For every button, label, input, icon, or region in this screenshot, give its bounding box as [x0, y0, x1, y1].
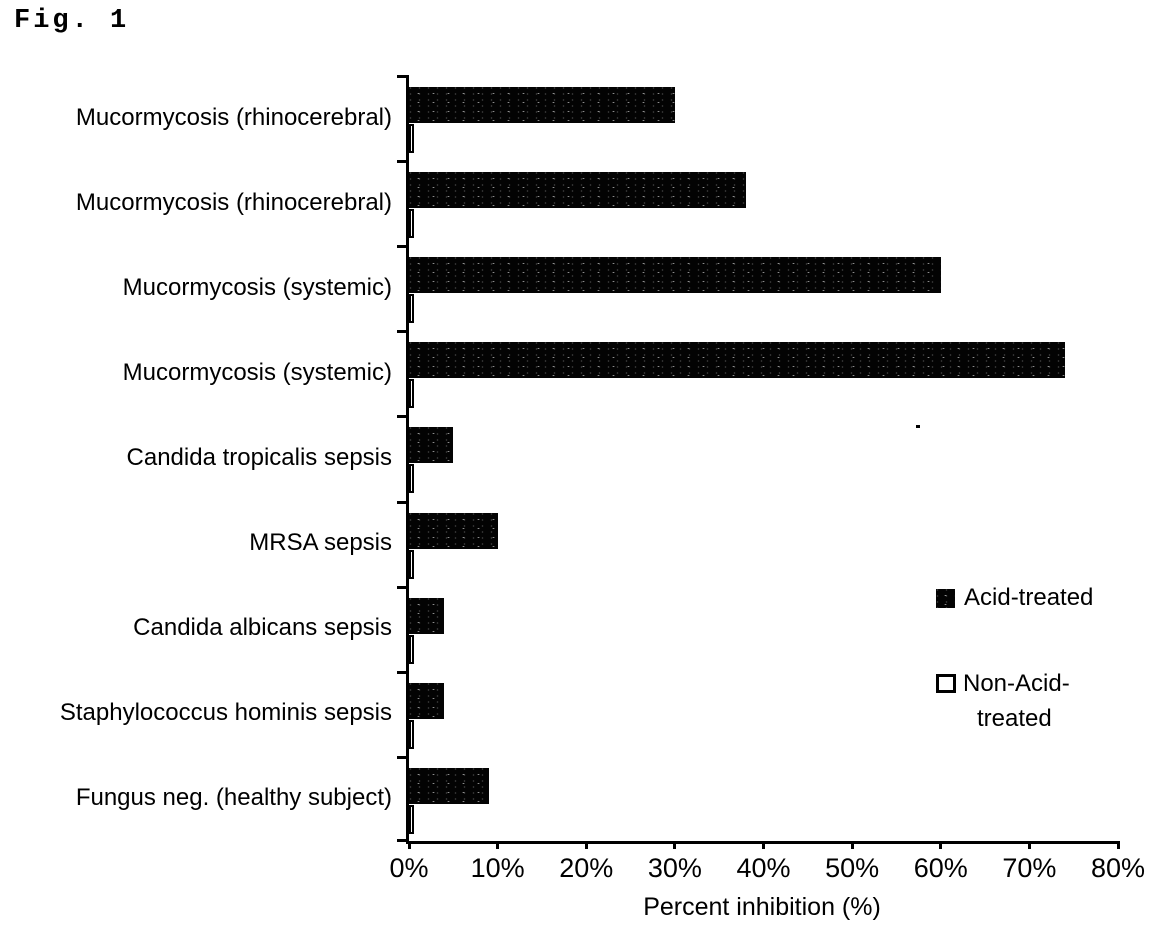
- x-axis-title: Percent inhibition (%): [643, 893, 881, 921]
- bar-non-acid-treated-5: [409, 464, 414, 494]
- scan-artifact-dot: [916, 425, 920, 428]
- bar-acid-treated-4: [409, 342, 1065, 379]
- bar-non-acid-treated-2: [409, 209, 414, 239]
- category-label: Fungus neg. (healthy subject): [75, 784, 392, 812]
- x-tick-label: 50%: [825, 853, 880, 883]
- category-label: MRSA sepsis: [249, 529, 392, 557]
- bar-non-acid-treated-6: [409, 549, 414, 579]
- y-axis-tick: [397, 330, 409, 333]
- legend-label-acid-treated: Acid-treated: [964, 584, 1094, 611]
- x-axis-tick: [584, 841, 588, 849]
- bar-acid-treated-7: [409, 597, 445, 634]
- x-tick-label: 80%: [1090, 853, 1146, 883]
- legend-label-non-acid-treated-line1: Non-Acid-: [963, 670, 1070, 697]
- bar-non-acid-treated-7: [409, 634, 414, 664]
- y-axis-tick: [397, 415, 409, 418]
- x-axis-tick: [850, 841, 854, 849]
- y-axis-tick: [397, 756, 409, 759]
- x-tick-label: 70%: [1002, 853, 1057, 883]
- figure-label: Fig. 1: [14, 6, 130, 36]
- legend-label-non-acid-treated-line2: treated: [977, 705, 1052, 732]
- category-label: Candida tropicalis sepsis: [126, 444, 392, 471]
- x-axis-tick: [496, 841, 500, 849]
- category-label: Mucormycosis (rhinocerebral): [75, 103, 392, 131]
- y-axis-tick: [397, 501, 409, 504]
- y-axis-tick: [397, 671, 409, 674]
- x-axis-tick: [762, 841, 765, 849]
- y-axis-tick: [397, 75, 409, 78]
- bar-non-acid-treated-8: [409, 719, 414, 749]
- category-label: Mucormycosis (systemic): [122, 358, 392, 386]
- y-axis-tick: [397, 839, 409, 842]
- category-label: Mucormycosis (systemic): [122, 273, 392, 301]
- x-tick-label: 60%: [913, 853, 968, 883]
- bar-acid-treated-6: [409, 512, 498, 549]
- x-tick-label: 30%: [647, 853, 702, 883]
- bar-acid-treated-2: [409, 172, 746, 209]
- bar-non-acid-treated-4: [409, 379, 414, 409]
- bar-acid-treated-5: [409, 427, 454, 464]
- bar-acid-treated-1: [409, 87, 675, 123]
- bar-acid-treated-9: [409, 767, 489, 804]
- plot-area: [397, 75, 1120, 849]
- bar-acid-treated-3: [409, 257, 941, 294]
- x-tick-label: 10%: [470, 853, 525, 883]
- category-label: Candida albicans sepsis: [133, 614, 392, 642]
- x-axis-tick: [673, 841, 677, 849]
- bar-non-acid-treated-9: [409, 804, 414, 834]
- y-axis-tick: [397, 245, 409, 248]
- y-axis-tick: [397, 586, 409, 589]
- x-axis-tick: [939, 841, 943, 849]
- bar-non-acid-treated-1: [409, 124, 414, 153]
- legend: Acid-treated Non-Acid- treated: [936, 584, 1157, 754]
- bar-acid-treated-8: [409, 682, 445, 719]
- bar-non-acid-treated-3: [409, 294, 414, 324]
- x-tick-label: 0%: [389, 853, 429, 883]
- x-axis-tick: [1116, 841, 1120, 849]
- legend-swatch-acid-treated-icon: [936, 589, 955, 608]
- legend-swatch-non-acid-treated-icon: [936, 674, 956, 693]
- x-axis-tick: [1027, 841, 1031, 849]
- category-label: Mucormycosis (rhinocerebral): [75, 188, 392, 216]
- x-axis-tick: [407, 841, 411, 849]
- x-tick-label: 40%: [736, 853, 791, 883]
- category-label: Staphylococcus hominis sepsis: [59, 699, 392, 727]
- y-axis-tick: [397, 160, 409, 163]
- x-tick-label: 20%: [559, 853, 614, 883]
